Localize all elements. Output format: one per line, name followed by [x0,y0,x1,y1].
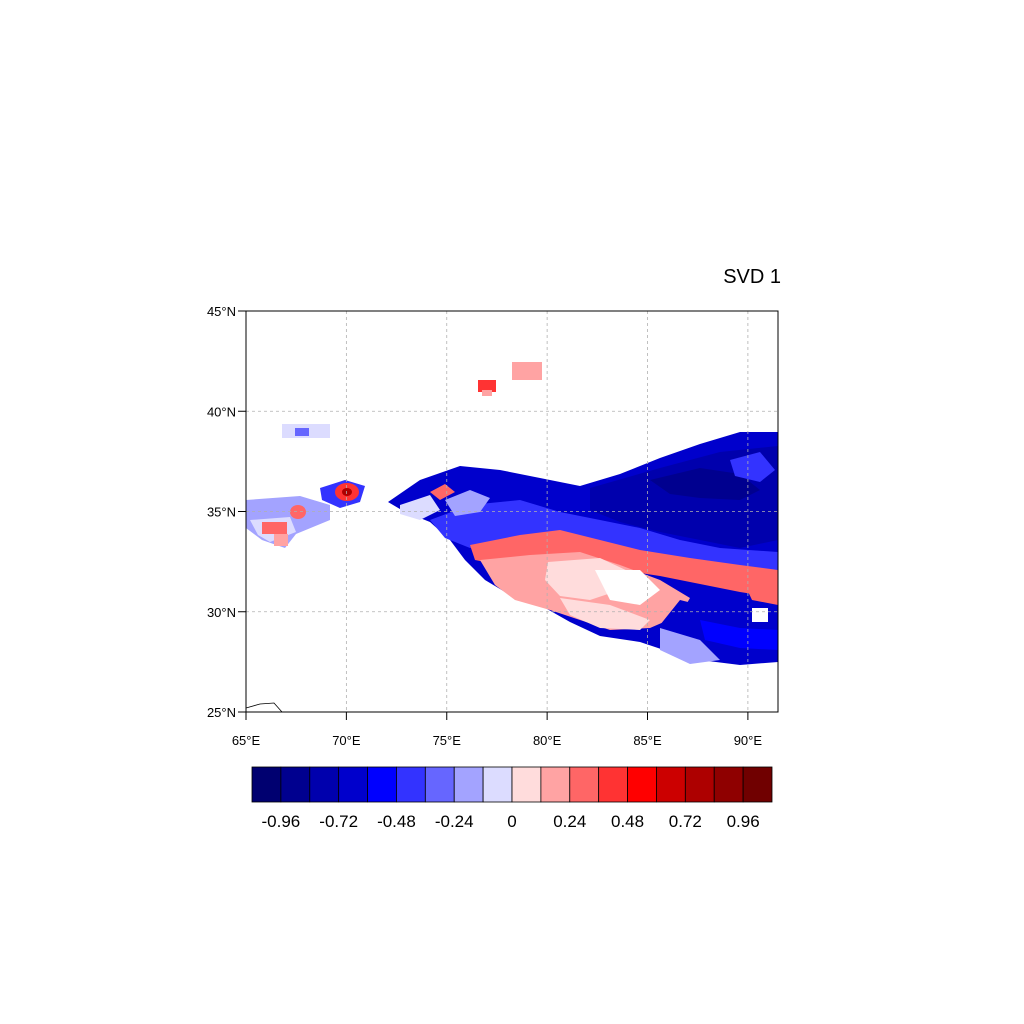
colorbar-swatch [569,766,600,803]
y-tick-label: 40°N [207,404,236,419]
colorbar-swatch [367,766,397,803]
y-tick-label: 30°N [207,605,236,620]
colorbar-swatch [742,766,773,803]
colorbar-label: 0.96 [727,812,760,831]
y-tick-label: 25°N [207,705,236,720]
colorbar-swatch [338,766,368,803]
colorbar-swatch [251,766,282,803]
x-tick-label: 70°E [332,733,361,748]
colorbar-label: 0.72 [669,812,702,831]
colorbar-label: -0.96 [262,812,301,831]
svd-field [246,362,778,665]
colorbar-swatch [424,766,455,803]
plot-title: SVD 1 [723,266,781,288]
colorbar-swatch [453,766,484,803]
colorbar-swatch [713,766,744,803]
colorbar-label: 0.48 [611,812,644,831]
colorbar-label: 0 [507,812,516,831]
colorbar-swatch [511,766,542,803]
colorbar-swatch [540,766,571,803]
colorbar-swatch [684,766,715,803]
colorbar-label: -0.48 [377,812,416,831]
colorbar-swatch [656,766,686,803]
colorbar-label: -0.72 [319,812,358,831]
x-tick-label: 90°E [734,733,763,748]
colorbar-labels: -0.96 -0.72 -0.48 -0.24 0 0.24 0.48 0.72 0.96 [262,812,760,831]
x-tick-label: 65°E [232,733,261,748]
colorbar-swatch [627,766,657,803]
colorbar-swatch [309,766,340,803]
coastline [245,702,283,713]
y-tick-label: 35°N [207,505,236,520]
colorbar [251,766,773,803]
colorbar-swatch [280,766,311,803]
colorbar-label: -0.24 [435,812,474,831]
y-axis: 45°N 40°N 35°N 30°N 25°N [207,304,246,720]
x-axis: 65°E 70°E 75°E 80°E 85°E 90°E [232,712,763,748]
colorbar-swatch [482,766,513,803]
map-gridlines [246,311,778,712]
x-tick-label: 85°E [633,733,662,748]
x-tick-label: 75°E [433,733,462,748]
x-tick-label: 80°E [533,733,562,748]
colorbar-swatch [598,766,628,803]
colorbar-swatch [396,766,426,803]
y-tick-label: 45°N [207,304,236,319]
colorbar-label: 0.24 [553,812,586,831]
